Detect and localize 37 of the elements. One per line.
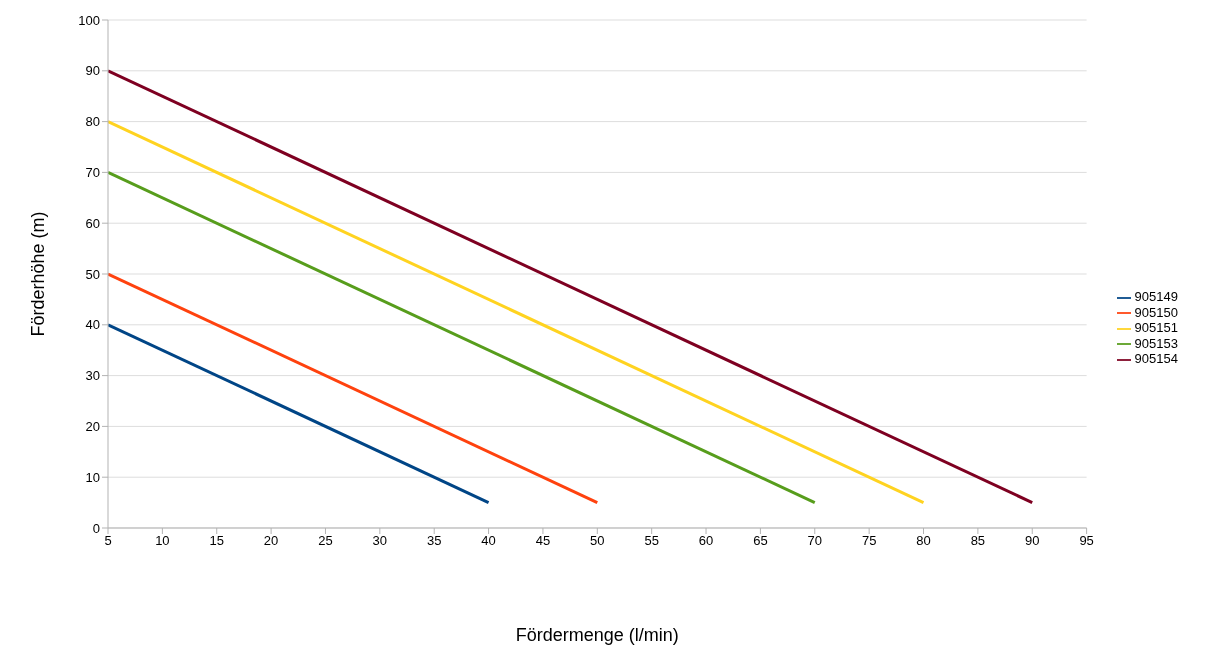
- x-tick-label: 85: [970, 533, 986, 549]
- y-tick-label: 20: [85, 419, 100, 435]
- legend-label: 905151: [1134, 320, 1178, 336]
- x-tick-label: 60: [698, 533, 714, 549]
- legend-label: 905150: [1134, 304, 1178, 320]
- y-tick-label: 100: [78, 12, 100, 28]
- x-tick-label: 95: [1079, 533, 1094, 549]
- x-tick-label: 75: [861, 533, 877, 549]
- y-tick-label: 80: [85, 114, 100, 130]
- x-tick-label: 10: [155, 533, 170, 549]
- x-tick-label: 65: [753, 533, 768, 549]
- x-tick-label: 30: [372, 533, 388, 549]
- x-tick-label: 15: [209, 533, 224, 549]
- x-tick-label: 55: [644, 533, 659, 549]
- y-axis-title: Förderhöhe (m): [28, 211, 49, 337]
- y-tick-label: 0: [92, 520, 100, 536]
- y-tick-label: 40: [85, 317, 100, 333]
- x-tick-label: 35: [426, 533, 442, 549]
- legend-label: 905154: [1134, 351, 1178, 367]
- x-tick-label: 50: [590, 533, 605, 549]
- x-tick-label: 40: [481, 533, 496, 549]
- y-tick-label: 30: [85, 368, 100, 384]
- y-tick-label: 90: [85, 63, 100, 79]
- x-tick-label: 25: [318, 533, 333, 549]
- y-tick-label: 10: [85, 469, 100, 485]
- x-tick-label: 45: [535, 533, 551, 549]
- x-tick-label: 90: [1025, 533, 1040, 549]
- x-axis-title: Fördermenge (l/min): [515, 624, 679, 645]
- x-tick-label: 80: [916, 533, 931, 549]
- legend-label: 905153: [1134, 335, 1178, 351]
- x-tick-label: 5: [104, 533, 112, 549]
- y-tick-label: 70: [85, 165, 100, 181]
- legend-label: 905149: [1134, 289, 1178, 305]
- y-tick-label: 60: [85, 215, 100, 231]
- x-tick-label: 20: [263, 533, 279, 549]
- y-tick-label: 50: [85, 266, 100, 282]
- x-tick-label: 70: [807, 533, 823, 549]
